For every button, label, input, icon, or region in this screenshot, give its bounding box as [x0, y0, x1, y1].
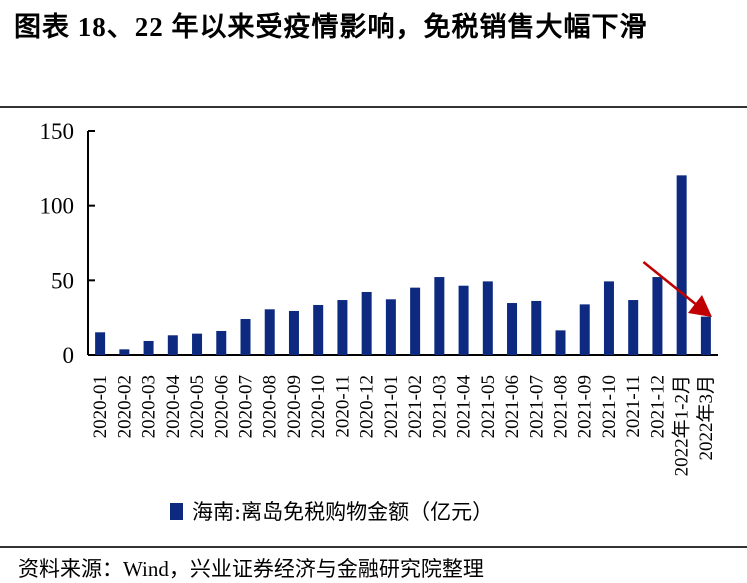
x-tick-label: 2022年3月: [695, 375, 717, 461]
x-tick-label: 2021-12: [647, 375, 668, 438]
x-tick-label: 2021-02: [405, 375, 426, 438]
arrow-head: [688, 295, 712, 317]
bar-2021-11: [628, 300, 639, 355]
x-tick-label: 2020-11: [332, 375, 353, 438]
x-tick-label: 2020-01: [90, 375, 111, 438]
x-tick-label: 2021-10: [599, 375, 620, 438]
legend-swatch: [170, 503, 183, 520]
y-tick-label: 0: [63, 343, 75, 368]
x-tick-label: 2021-06: [502, 375, 523, 438]
x-tick-label: 2021-11: [623, 375, 644, 438]
bars: [95, 175, 711, 355]
arrow-shaft: [642, 261, 699, 307]
bar-2020-07: [240, 319, 251, 355]
bar-2021-09: [579, 304, 590, 355]
bar-2020-08: [264, 309, 275, 355]
x-tick-label: 2020-09: [284, 375, 305, 438]
bar-2021-12: [652, 277, 663, 355]
x-tick-label: 2021-01: [381, 375, 402, 438]
bar-2020-10: [313, 304, 324, 355]
x-tick-label: 2021-09: [575, 375, 596, 438]
bar-2020-05: [192, 333, 203, 355]
y-tick-label: 150: [40, 119, 75, 144]
source-note: 资料来源：Wind，兴业证券经济与金融研究院整理: [18, 557, 484, 581]
bar-2022年3月: [700, 316, 711, 355]
x-tick-label: 2022年1-2月: [671, 375, 693, 476]
chart-title: 图表 18、22 年以来受疫情影响，免税销售大幅下滑: [14, 12, 648, 42]
x-tick-label: 2021-04: [454, 375, 475, 439]
x-tick-label: 2020-10: [308, 375, 329, 438]
x-tick-label: 2020-02: [114, 375, 135, 438]
x-tick-label: 2020-12: [357, 375, 378, 438]
bar-2020-11: [337, 300, 348, 355]
bar-2021-02: [410, 287, 421, 355]
bar-2020-12: [361, 291, 372, 355]
bar-2021-04: [458, 285, 469, 355]
x-tick-label: 2021-03: [429, 375, 450, 438]
top-divider: [0, 106, 747, 108]
x-tick-label: 2020-08: [260, 375, 281, 438]
bar-2021-05: [482, 281, 493, 355]
bar-2021-07: [531, 300, 542, 355]
bar-2020-06: [216, 330, 227, 355]
x-tick-label: 2020-05: [187, 375, 208, 438]
x-tick-label: 2021-07: [526, 375, 547, 438]
bottom-divider: [0, 546, 747, 548]
x-tick-labels: 2020-01 2020-02 2020-03 2020-04 2020-05 2020-…: [90, 375, 717, 477]
bar-2021-06: [507, 303, 518, 355]
y-tick-label: 50: [51, 268, 74, 293]
bar-2021-10: [603, 281, 614, 355]
bar-2020-09: [288, 310, 299, 355]
bar-2021-08: [555, 330, 566, 355]
x-tick-label: 2020-04: [163, 375, 184, 439]
x-tick-label: 2020-03: [139, 375, 160, 438]
y-tick-label: 100: [40, 194, 75, 219]
x-tick-label: 2021-05: [478, 375, 499, 438]
axes: 0 50 100 150: [40, 119, 718, 368]
bar-2022年1-2月: [676, 175, 687, 355]
legend: 海南:离岛免税购物金额（亿元）: [170, 500, 493, 524]
bar-2020-03: [143, 340, 154, 355]
bar-2020-02: [119, 349, 130, 355]
decline-arrow: [642, 261, 712, 317]
bar-2020-01: [95, 332, 106, 355]
x-tick-label: 2020-07: [236, 375, 257, 438]
bar-2021-01: [385, 299, 396, 355]
x-tick-label: 2021-08: [551, 375, 572, 438]
bar-2021-03: [434, 277, 445, 355]
bar-2020-04: [167, 335, 178, 355]
legend-label: 海南:离岛免税购物金额（亿元）: [192, 500, 493, 524]
x-tick-label: 2020-06: [211, 375, 232, 438]
